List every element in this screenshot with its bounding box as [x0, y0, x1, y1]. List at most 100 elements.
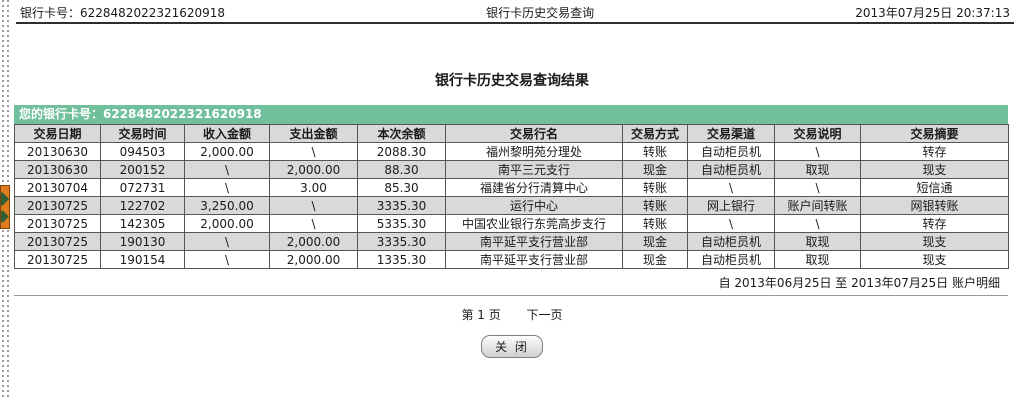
table-cell: 转账: [622, 142, 688, 161]
table-cell: 转存: [860, 142, 1009, 161]
table-cell: 南平延平支行营业部: [445, 232, 623, 251]
card-number-label: 银行卡号：6228482022321620918: [20, 6, 226, 20]
table-cell: 现金: [622, 160, 688, 179]
datetime-label: 2013年07月25日 20:37:13: [855, 6, 1010, 20]
table-cell: 2088.30: [357, 142, 446, 161]
table-cell: 2,000.00: [269, 232, 358, 251]
close-button[interactable]: 关 闭: [481, 335, 543, 358]
table-cell: 20130725: [14, 250, 101, 269]
table-cell: 2,000.00: [184, 214, 270, 233]
table-cell: 福建省分行清算中心: [445, 178, 623, 197]
table-cell: 自动柜员机: [687, 160, 775, 179]
table-cell: 5335.30: [357, 214, 446, 233]
table-cell: 85.30: [357, 178, 446, 197]
table-header-row: 交易日期 交易时间 收入金额 支出金额 本次余额 交易行名 交易方式 交易渠道 交易说明 交易摘要: [14, 124, 1009, 143]
table-row: 20130725 142305 2,000.00 \ 5335.30 中国农业银行东莞高步…: [14, 214, 1009, 233]
table-cell: 网银转账: [860, 196, 1009, 215]
table-cell: \: [774, 178, 861, 197]
table-cell: 转账: [622, 214, 688, 233]
table-cell: 自动柜员机: [687, 250, 775, 269]
table-cell: \: [184, 178, 270, 197]
card-number-banner: 您的银行卡号：6228482022321620918: [14, 105, 1008, 124]
column-header: 交易渠道: [687, 124, 775, 143]
table-cell: 转存: [860, 214, 1009, 233]
table-cell: 中国农业银行东莞高步支行: [445, 214, 623, 233]
current-page-label: 第 1 页: [461, 308, 501, 322]
top-bar-divider: [16, 22, 1014, 24]
table-cell: 现支: [860, 250, 1009, 269]
table-cell: 转账: [622, 178, 688, 197]
table-cell: 3335.30: [357, 232, 446, 251]
table-cell: 现支: [860, 160, 1009, 179]
table-cell: \: [184, 250, 270, 269]
close-button-row: 关 闭: [0, 335, 1024, 358]
table-cell: \: [687, 214, 775, 233]
table-cell: 运行中心: [445, 196, 623, 215]
pagination: 第 1 页 下一页: [0, 306, 1024, 323]
column-header: 交易方式: [622, 124, 688, 143]
table-cell: \: [774, 214, 861, 233]
table-cell: 取现: [774, 250, 861, 269]
table-cell: 取现: [774, 232, 861, 251]
table-cell: 3335.30: [357, 196, 446, 215]
table-cell: 20130725: [14, 232, 101, 251]
date-range-summary: 自 2013年06月25日 至 2013年07月25日 账户明细: [14, 271, 1008, 296]
table-cell: \: [269, 142, 358, 161]
table-cell: 122702: [100, 196, 185, 215]
table-row: 20130704 072731 \ 3.00 85.30 福建省分行清算中心 转账 \ \ 短信通: [14, 178, 1009, 197]
column-header: 收入金额: [184, 124, 270, 143]
column-header: 交易说明: [774, 124, 861, 143]
column-header: 支出金额: [269, 124, 358, 143]
column-header: 交易日期: [14, 124, 101, 143]
table-cell: 现支: [860, 232, 1009, 251]
table-cell: 网上银行: [687, 196, 775, 215]
column-header: 交易摘要: [860, 124, 1009, 143]
table-cell: 2,000.00: [269, 250, 358, 269]
column-header: 交易行名: [445, 124, 623, 143]
table-cell: 短信通: [860, 178, 1009, 197]
table-cell: 20130725: [14, 196, 101, 215]
table-cell: 190130: [100, 232, 185, 251]
table-cell: 20130704: [14, 178, 101, 197]
table-cell: 取现: [774, 160, 861, 179]
table-cell: \: [269, 214, 358, 233]
top-bar: 银行卡号：6228482022321620918 银行卡历史交易查询 2013年…: [20, 4, 1010, 21]
table-cell: \: [687, 178, 775, 197]
table-cell: 190154: [100, 250, 185, 269]
table-cell: 20130630: [14, 142, 101, 161]
table-cell: 自动柜员机: [687, 142, 775, 161]
next-page-link[interactable]: 下一页: [526, 308, 563, 322]
table-row: 20130725 190130 \ 2,000.00 3335.30 南平延平支行营业部 现…: [14, 232, 1009, 251]
table-cell: 142305: [100, 214, 185, 233]
table-cell: 南平三元支行: [445, 160, 623, 179]
table-cell: 自动柜员机: [687, 232, 775, 251]
table-row: 20130630 200152 \ 2,000.00 88.30 南平三元支行 现金 自动柜员…: [14, 160, 1009, 179]
table-cell: 2,000.00: [184, 142, 270, 161]
table-cell: \: [774, 142, 861, 161]
table-cell: 200152: [100, 160, 185, 179]
table-cell: 3,250.00: [184, 196, 270, 215]
top-bar-title: 银行卡历史交易查询: [486, 6, 595, 20]
table-cell: \: [184, 160, 270, 179]
table-cell: 2,000.00: [269, 160, 358, 179]
column-header: 交易时间: [100, 124, 185, 143]
table-row: 20130725 122702 3,250.00 \ 3335.30 运行中心 转账 网上银行…: [14, 196, 1009, 215]
table-row: 20130630 094503 2,000.00 \ 2088.30 福州黎明苑分理处 转账…: [14, 142, 1009, 161]
table-cell: 88.30: [357, 160, 446, 179]
column-header: 本次余额: [357, 124, 446, 143]
page-title: 银行卡历史交易查询结果: [435, 73, 589, 89]
left-edge-marker-icon: [0, 185, 10, 229]
table-cell: 094503: [100, 142, 185, 161]
table-cell: 20130725: [14, 214, 101, 233]
table-cell: 3.00: [269, 178, 358, 197]
table-cell: \: [269, 196, 358, 215]
table-row: 20130725 190154 \ 2,000.00 1335.30 南平延平支行营业部现…: [14, 250, 1009, 269]
table-cell: 福州黎明苑分理处: [445, 142, 623, 161]
table-cell: 账户间转账: [774, 196, 861, 215]
table-cell: 南平延平支行营业部: [445, 250, 623, 269]
table-cell: \: [184, 232, 270, 251]
table-cell: 转账: [622, 196, 688, 215]
table-body: 20130630 094503 2,000.00 \ 2088.30 福州黎明苑分理处 转账…: [14, 142, 1009, 269]
table-cell: 072731: [100, 178, 185, 197]
